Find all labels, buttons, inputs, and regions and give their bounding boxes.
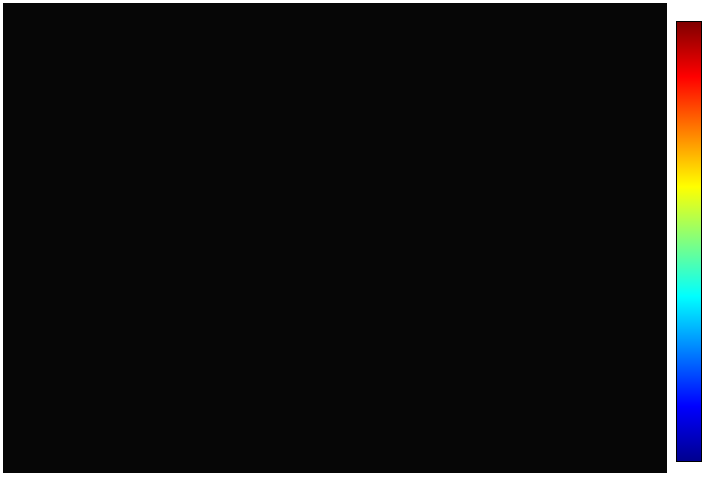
vessel-shapes — [3, 3, 667, 473]
colorbar — [676, 21, 702, 462]
image-panel — [3, 3, 667, 473]
